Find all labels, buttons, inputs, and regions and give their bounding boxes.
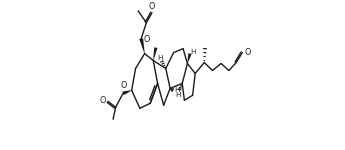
Text: O: O [121,81,127,90]
Text: O: O [245,48,251,57]
Text: H: H [174,87,180,93]
Text: H: H [176,92,181,98]
Polygon shape [187,53,191,64]
Text: O: O [99,96,106,105]
Polygon shape [153,47,157,61]
Polygon shape [122,90,132,95]
Text: H: H [191,49,196,55]
Text: O: O [148,2,155,11]
Text: O: O [144,35,150,44]
Text: H: H [158,55,163,61]
Polygon shape [139,38,145,54]
